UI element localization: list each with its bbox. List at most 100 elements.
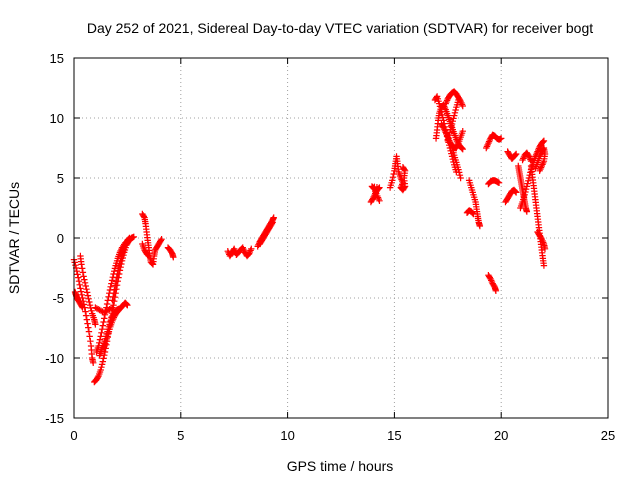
y-tick-label: 0 (57, 231, 64, 246)
x-tick-label: 15 (387, 428, 401, 443)
data-point (390, 170, 397, 178)
data-point (459, 128, 466, 135)
data-point (114, 267, 122, 274)
data-point (376, 197, 383, 204)
data-point (445, 134, 452, 142)
data-point (444, 137, 451, 144)
data-point (540, 146, 547, 153)
data-point (126, 234, 133, 242)
data-point (83, 316, 91, 323)
data-point (446, 129, 454, 136)
data-point (521, 191, 528, 198)
data-point (447, 126, 454, 133)
data-point (73, 268, 81, 275)
data-point (451, 109, 459, 116)
plot-frame (73, 57, 609, 419)
data-point (87, 338, 94, 345)
data-point (75, 274, 82, 281)
data-point (541, 245, 549, 252)
data-point (81, 276, 88, 283)
data-point (525, 152, 532, 159)
data-point (78, 291, 86, 298)
data-point (99, 358, 107, 365)
data-point (536, 167, 543, 174)
chart-title: Day 252 of 2021, Sidereal Day-to-day VTE… (87, 20, 593, 36)
data-point (112, 282, 119, 289)
data-point (389, 174, 397, 181)
data-point (78, 265, 86, 272)
data-point (451, 112, 458, 119)
y-axis-label: SDTVAR / TECUs (6, 182, 22, 294)
data-point (82, 308, 89, 315)
data-point (170, 254, 177, 261)
data-point (84, 292, 92, 299)
data-point (107, 283, 114, 290)
data-point (459, 102, 466, 110)
y-tick-label: 10 (50, 111, 64, 126)
data-point (433, 94, 440, 101)
data-point (492, 287, 500, 294)
data-point (525, 177, 532, 184)
data-point (446, 132, 453, 139)
data-point (456, 172, 464, 179)
x-tick-label: 20 (494, 428, 508, 443)
data-point (79, 304, 86, 311)
data-point (108, 277, 116, 284)
data-point (476, 222, 484, 230)
data-point (270, 214, 277, 221)
y-tick-label: -10 (45, 351, 64, 366)
data-point (522, 186, 530, 193)
data-point (76, 281, 83, 288)
data-point (101, 311, 109, 318)
data-point (269, 219, 276, 226)
data-point (524, 180, 531, 187)
data-point (400, 165, 407, 172)
y-tick-labels: -15 -10 -5 0 5 10 15 (45, 51, 64, 426)
y-tick-label: -5 (52, 291, 64, 306)
y-tick-label: 5 (57, 171, 64, 186)
data-point (540, 138, 547, 145)
data-point (448, 123, 455, 130)
data-point (110, 290, 118, 297)
data-point (96, 336, 104, 343)
y-tick-label: 15 (50, 51, 64, 66)
data-point (455, 169, 463, 176)
data-point (78, 303, 86, 310)
x-tick-labels: 0 5 10 15 20 25 (70, 428, 615, 443)
data-point (495, 179, 503, 186)
data-point (113, 274, 120, 281)
data-point (85, 328, 93, 335)
data-point (523, 208, 531, 215)
data-point (82, 282, 89, 290)
data-point (112, 278, 120, 285)
data-point (110, 302, 117, 309)
data-point (82, 312, 90, 319)
data-point (470, 210, 477, 218)
data-point (109, 293, 117, 300)
data-point (268, 220, 276, 227)
data-point (453, 104, 460, 111)
data-point (85, 324, 92, 331)
data-point (512, 188, 519, 195)
data-point (97, 366, 104, 374)
data-point (79, 294, 86, 302)
data-point (124, 302, 131, 309)
x-tick-label: 10 (280, 428, 294, 443)
data-point (74, 271, 81, 278)
data-point (86, 333, 93, 340)
data-point (248, 245, 255, 252)
data-point (86, 302, 94, 309)
data-point (116, 260, 123, 268)
x-tick-label: 0 (70, 428, 77, 443)
data-point (108, 280, 115, 287)
data-point (100, 318, 107, 326)
data-point (440, 117, 447, 124)
data-point (100, 355, 107, 362)
data-point (145, 252, 152, 260)
data-point (458, 145, 466, 152)
data-point (540, 137, 548, 144)
data-point (448, 120, 456, 128)
data-point (71, 259, 78, 266)
data-point (439, 123, 447, 130)
data-point (114, 270, 121, 278)
